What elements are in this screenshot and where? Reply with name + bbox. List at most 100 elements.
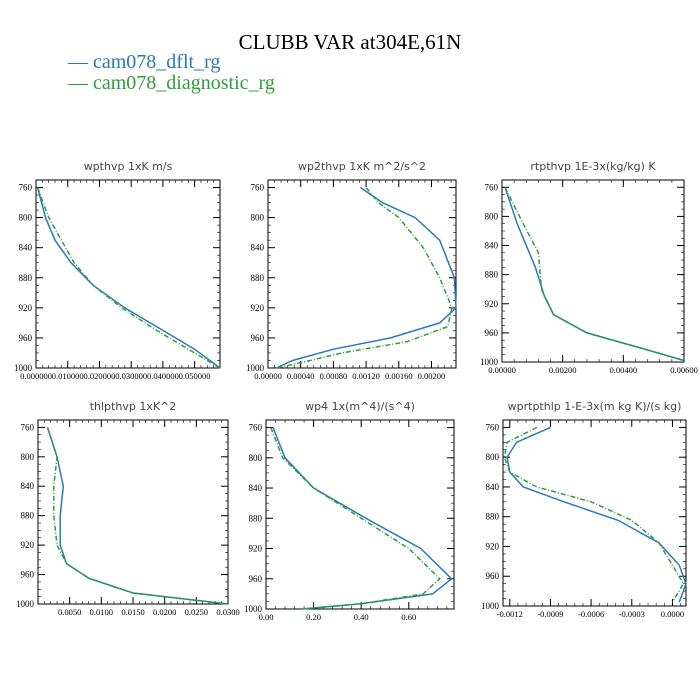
x-tick-label: 0.0100 [90,607,113,617]
plot-panel-4: wp4 1x(m^4)/(s^4)76080084088092096010000… [244,400,455,622]
x-tick-label: -0.0003 [619,609,645,619]
plot-title: wp4 1x(m^4)/(s^4) [305,400,415,413]
series-line-1 [270,427,441,610]
x-tick-label: -0.0009 [537,609,563,619]
y-tick-label: 1000 [481,601,500,611]
plot-panel-5: wprtpthlp 1-E-3x(m kg K)/(s kg) 760 800 840… [481,400,687,619]
x-tick-label: 0.020000 [84,371,116,381]
x-tick-label: 0.00400 [610,365,638,375]
y-tick-label: 920 [19,303,33,313]
y-tick-label: 800 [19,213,33,223]
series-line-0 [275,186,457,369]
y-tick-label: 920 [249,544,263,554]
y-tick-label: 840 [251,243,265,253]
y-tick-label: 840 [486,482,500,492]
y-tick-label: 800 [251,213,265,223]
y-tick-label: 960 [486,571,500,581]
y-tick-label: 880 [485,270,499,280]
plot-title: wprtpthlp 1-E-3x(m kg K)/(s kg) [508,400,682,413]
figure-title: CLUBB VAR at304E,61N [238,30,462,54]
plot-panel-2: rtpthvp 1E-3x(kg/kg) K 760 800 840 880 920 960… [480,160,698,375]
y-tick-label: 1000 [480,357,499,367]
x-tick-label: 0.40 [354,612,369,622]
legend-entry-dflt: — cam078_dflt_rg [68,51,221,73]
x-tick-label: 0.00000 [254,371,282,381]
y-tick-label: 920 [486,541,500,551]
y-tick-label: 760 [21,422,35,432]
y-tick-label: 960 [485,328,499,338]
x-tick-label: 0.0300 [216,607,239,617]
plot-title: wp2thvp 1xK m^2/s^2 [298,160,426,173]
x-tick-label: 0.050000 [179,371,211,381]
x-tick-label: 0.0200 [153,607,176,617]
series-line-0 [506,426,687,603]
y-tick-label: 760 [251,183,265,193]
series-line-1 [36,187,221,369]
plot-frame [502,419,687,607]
y-tick-label: 880 [486,512,500,522]
x-tick-label: 0.0050 [58,607,81,617]
y-tick-label: 840 [21,481,35,491]
x-tick-label: -0.0006 [578,609,604,619]
x-tick-label: 0.00160 [385,371,413,381]
y-tick-label: 800 [249,453,263,463]
legend-entry-diagnostic: — cam078_diagnostic_rg [68,72,275,94]
y-tick-label: 1000 [14,363,33,373]
x-tick-label: 0.010000 [52,371,84,381]
plot-frame [37,419,229,605]
y-tick-label: 920 [485,299,499,309]
y-tick-label: 760 [486,422,500,432]
y-tick-label: 960 [249,574,263,584]
x-tick-label: 0.00200 [418,371,446,381]
y-tick-label: 760 [19,183,33,193]
plot-panel-3: thlpthvp 1xK^2 760 800 840 880 920 960 1000 0.00… [16,400,240,617]
y-tick-label: 880 [21,511,35,521]
plot-frame [501,179,685,363]
x-tick-label: 0.00120 [352,371,380,381]
plot-panel-1: wp2thvp 1xK m^2/s^2 760 800 840 880 920 960 100… [246,160,457,381]
y-tick-label: 760 [249,423,263,433]
x-tick-label: 0.0150 [121,607,144,617]
x-tick-label: 0.0000 [661,609,684,619]
y-tick-label: 1000 [244,604,263,614]
y-tick-label: 880 [251,273,265,283]
series-line-1 [504,186,685,362]
x-tick-label: 0.0250 [185,607,208,617]
series-line-1 [276,187,453,369]
plot-title: rtpthvp 1E-3x(kg/kg) K [530,160,656,173]
x-tick-label: 0.030000 [115,371,147,381]
y-tick-label: 840 [19,243,33,253]
plot-frame [267,179,457,369]
plot-title: wpthvp 1xK m/s [84,160,173,173]
x-tick-label: -0.0012 [497,609,523,619]
x-tick-label: 0.60 [401,612,416,622]
x-tick-label: 0.20 [306,612,321,622]
x-tick-label: 0.040000 [147,371,179,381]
x-tick-label: 0.00080 [320,371,348,381]
series-line-0 [46,427,229,605]
plot-frame [265,419,455,610]
y-tick-label: 960 [251,333,265,343]
plot-frame [35,179,221,369]
series-line-1 [503,426,685,603]
y-tick-label: 880 [19,273,33,283]
y-tick-label: 840 [249,483,263,493]
y-tick-label: 920 [251,303,265,313]
series-line-0 [36,187,221,369]
plot-title: thlpthvp 1xK^2 [90,400,177,413]
y-tick-label: 800 [485,211,499,221]
plot-panel-0: wpthvp 1xK m/s 760 800 840 880 920 960 10000.00… [14,160,221,381]
x-tick-label: 0.00600 [670,365,698,375]
y-tick-label: 920 [21,540,35,550]
x-tick-label: 0.00000 [488,365,516,375]
y-tick-label: 1000 [16,599,35,609]
x-tick-label: 0.00 [259,612,274,622]
y-tick-label: 800 [486,452,500,462]
y-tick-label: 960 [21,570,35,580]
y-tick-label: 1000 [246,363,265,373]
y-tick-label: 840 [485,241,499,251]
y-tick-label: 800 [21,452,35,462]
series-line-1 [46,427,229,605]
x-tick-label: 0.000000 [20,371,52,381]
